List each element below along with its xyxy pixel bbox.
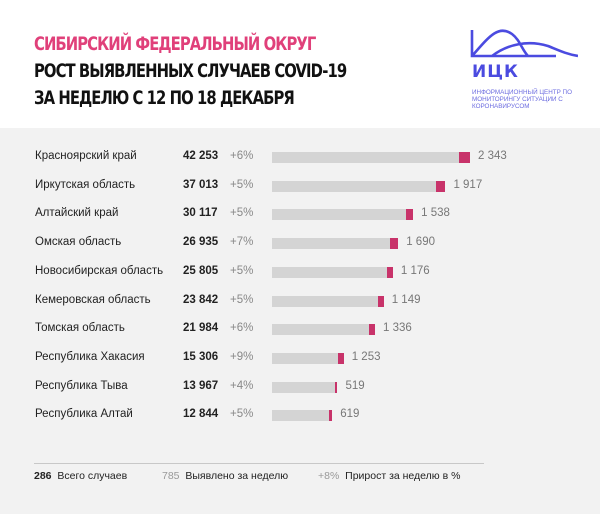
growth-percent: +9% <box>230 350 254 363</box>
total-bar <box>272 410 330 422</box>
region-name: Республика Алтай <box>35 408 133 421</box>
weekly-cases: 1 253 <box>351 350 381 363</box>
legend-growth: +8% Прирост за неделю в % <box>318 470 460 482</box>
total-cases: 12 844 <box>183 408 219 421</box>
legend-growth-sample: +8% <box>318 470 340 482</box>
total-cases: 15 306 <box>183 350 219 363</box>
growth-percent: +6% <box>230 322 254 335</box>
weekly-bar <box>436 180 446 192</box>
table-row: Кемеровская область 23 842 +5% 1 149 <box>0 291 600 311</box>
total-cases: 30 117 <box>183 207 218 220</box>
total-bar <box>272 209 406 221</box>
logo-subtitle: Информационный центр по мониторингу ситу… <box>472 89 572 110</box>
total-cases: 42 253 <box>183 150 219 162</box>
total-bar <box>272 152 460 163</box>
growth-percent: +4% <box>230 379 254 392</box>
weekly-bar <box>390 238 399 250</box>
table-row: Новосибирская область 25 805 +5% 1 176 <box>0 262 600 282</box>
growth-percent: +5% <box>230 207 254 220</box>
weekly-cases: 1 538 <box>421 207 450 220</box>
total-cases: 23 842 <box>183 293 219 306</box>
table-row: Красноярский край 42 253 +6% 2 343 <box>0 147 600 167</box>
weekly-cases: 1 149 <box>391 293 421 306</box>
legend-weekly-label: Выявлено за неделю <box>185 470 289 482</box>
legend-divider <box>34 463 484 464</box>
weekly-bar <box>329 410 333 422</box>
legend-weekly-sample: 785 <box>162 470 180 482</box>
region-name: Омская область <box>35 236 122 249</box>
weekly-bar <box>459 152 470 163</box>
total-cases: 25 805 <box>183 264 219 277</box>
weekly-bar <box>387 266 393 278</box>
region-name: Новосибирская область <box>35 264 164 277</box>
total-bar <box>272 266 388 278</box>
growth-percent: +5% <box>230 178 254 191</box>
weekly-bar <box>378 295 384 307</box>
header-area <box>0 0 600 128</box>
growth-percent: +5% <box>230 293 254 306</box>
chart-title-line1: РОСТ ВЫЯВЛЕННЫХ СЛУЧАЕВ COVID-19 <box>34 60 347 82</box>
weekly-bar <box>335 381 338 393</box>
growth-percent: +7% <box>230 236 254 249</box>
legend-growth-label: Прирост за неделю в % <box>345 470 461 482</box>
region-name: Кемеровская область <box>35 293 151 306</box>
table-row: Республика Алтай 12 844 +5% 619 <box>0 405 600 425</box>
total-cases: 37 013 <box>183 178 219 191</box>
total-bar <box>272 352 338 364</box>
legend-weekly: 785 Выявлено за неделю <box>162 470 288 482</box>
weekly-cases: 2 343 <box>478 150 507 162</box>
chart-area <box>0 128 600 514</box>
total-cases: 26 935 <box>183 236 219 249</box>
table-row: Томская область 21 984 +6% 1 336 <box>0 319 600 339</box>
total-bar <box>272 238 391 250</box>
region-name: Томская область <box>35 322 125 335</box>
growth-percent: +5% <box>230 264 254 277</box>
legend-total-label: Всего случаев <box>57 470 128 482</box>
total-bar <box>272 324 369 336</box>
total-bar <box>272 295 379 307</box>
chart-title-line2: ЗА НЕДЕЛЮ С 12 ПО 18 ДЕКАБРЯ <box>34 87 295 109</box>
growth-percent: +5% <box>230 408 254 421</box>
legend-total-sample: 286 <box>34 470 52 482</box>
table-row: Иркутская область 37 013 +5% 1 917 <box>0 176 600 196</box>
table-row: Республика Тыва 13 967 +4% 519 <box>0 377 600 397</box>
region-name: Иркутская область <box>35 178 136 191</box>
total-bar <box>272 381 336 393</box>
table-row: Омская область 26 935 +7% 1 690 <box>0 233 600 253</box>
region-title: СИБИРСКИЙ ФЕДЕРАЛЬНЫЙ ОКРУГ <box>34 33 316 55</box>
weekly-cases: 1 917 <box>453 178 483 191</box>
weekly-bar <box>405 209 414 221</box>
legend-total: 286 Всего случаев <box>34 470 127 482</box>
growth-percent: +6% <box>230 150 254 162</box>
weekly-bar <box>368 324 375 336</box>
weekly-cases: 1 336 <box>383 322 412 335</box>
total-cases: 13 967 <box>183 379 219 392</box>
weekly-bar <box>337 352 344 364</box>
region-name: Республика Тыва <box>35 379 128 392</box>
weekly-cases: 519 <box>345 379 365 392</box>
table-row: Республика Хакасия 15 306 +9% 1 253 <box>0 348 600 368</box>
weekly-cases: 1 690 <box>406 236 435 249</box>
region-name: Алтайский край <box>35 207 119 220</box>
weekly-cases: 1 176 <box>400 264 430 277</box>
region-name: Республика Хакасия <box>35 350 145 363</box>
total-bar <box>272 180 437 192</box>
total-cases: 21 984 <box>183 322 219 335</box>
region-name: Красноярский край <box>35 150 137 162</box>
logo-curve-icon <box>470 29 578 58</box>
table-row: Алтайский край 30 117 +5% 1 538 <box>0 204 600 224</box>
logo-name: ИЦК <box>472 62 519 82</box>
weekly-cases: 619 <box>340 408 360 421</box>
